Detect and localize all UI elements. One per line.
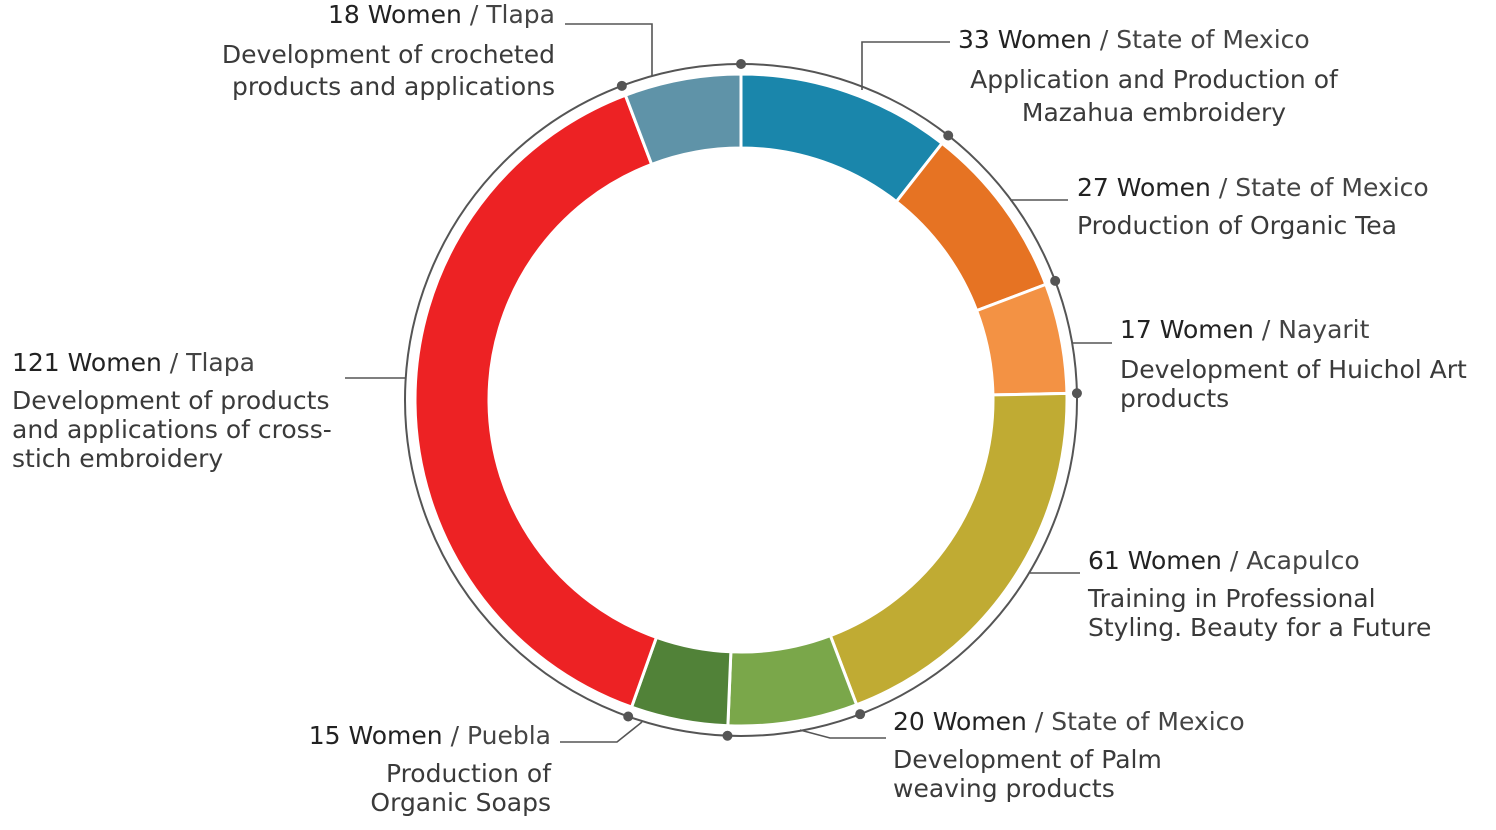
donut-slice: [413, 93, 659, 709]
place-label: / Nayarit: [1262, 315, 1370, 344]
place-label: / State of Mexico: [1035, 707, 1245, 736]
description-line: Development of Palm: [893, 745, 1162, 774]
slice-label: 20 Women / State of Mexico: [893, 707, 1245, 736]
description-line: Mazahua embroidery: [1022, 98, 1286, 127]
description-line: Production of Organic Tea: [1077, 211, 1397, 240]
description-line: Organic Soaps: [370, 788, 551, 817]
ring-dot: [1071, 388, 1082, 399]
description-line: and applications of cross-: [12, 415, 332, 444]
description-line: products and applications: [232, 72, 555, 101]
slice-label: 18 Women / Tlapa: [328, 0, 555, 29]
value-label: 33 Women: [958, 25, 1092, 54]
value-label: 27 Women: [1077, 173, 1211, 202]
ring-dot: [616, 80, 627, 91]
donut-slice: [828, 391, 1069, 707]
place-label: / Puebla: [451, 721, 551, 750]
value-label: 18 Women: [328, 0, 462, 29]
description-line: Training in Professional: [1087, 584, 1376, 613]
slice-label: 17 Women / Nayarit: [1120, 315, 1370, 344]
ring-dot: [623, 711, 634, 722]
leader-line: [565, 23, 653, 76]
ring-dot: [722, 730, 733, 741]
outer-ring: [404, 63, 1078, 737]
value-label: 20 Women: [893, 707, 1027, 736]
ring-dot: [855, 709, 866, 720]
description-line: Styling. Beauty for a Future: [1088, 613, 1431, 642]
value-label: 121 Women: [12, 348, 162, 377]
ring-dot: [736, 59, 746, 69]
leader-line: [861, 41, 950, 90]
description-line: Application and Production of: [970, 65, 1339, 94]
ring-dot: [1050, 275, 1061, 286]
description-line: Development of Huichol Art: [1120, 355, 1467, 384]
place-label: / State of Mexico: [1219, 173, 1429, 202]
slice-label: 27 Women / State of Mexico: [1077, 173, 1429, 202]
slice-label: 33 Women / State of Mexico: [958, 25, 1310, 54]
description-line: stich embroidery: [12, 444, 223, 473]
place-label: / Tlapa: [170, 348, 255, 377]
place-label: / Tlapa: [470, 0, 555, 29]
place-label: / State of Mexico: [1100, 25, 1310, 54]
ring-dot: [943, 130, 954, 141]
donut-slice: [623, 72, 743, 167]
slice-label: 61 Women / Acapulco: [1088, 546, 1360, 575]
value-label: 17 Women: [1120, 315, 1254, 344]
description-line: products: [1120, 384, 1229, 413]
description-line: weaving products: [893, 774, 1115, 803]
leader-line: [799, 729, 886, 739]
place-label: / Acapulco: [1230, 546, 1360, 575]
slice-label: 121 Women / Tlapa: [12, 348, 255, 377]
leader-line: [560, 721, 643, 743]
description-line: Development of products: [12, 386, 329, 415]
description-line: Development of crocheted: [222, 40, 555, 69]
value-label: 15 Women: [309, 721, 443, 750]
slice-label: 15 Women / Puebla: [309, 721, 551, 750]
value-label: 61 Women: [1088, 546, 1222, 575]
description-line: Production of: [386, 759, 552, 788]
